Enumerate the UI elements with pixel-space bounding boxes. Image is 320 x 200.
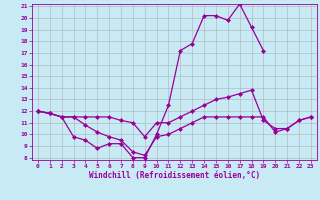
X-axis label: Windchill (Refroidissement éolien,°C): Windchill (Refroidissement éolien,°C) [89,171,260,180]
